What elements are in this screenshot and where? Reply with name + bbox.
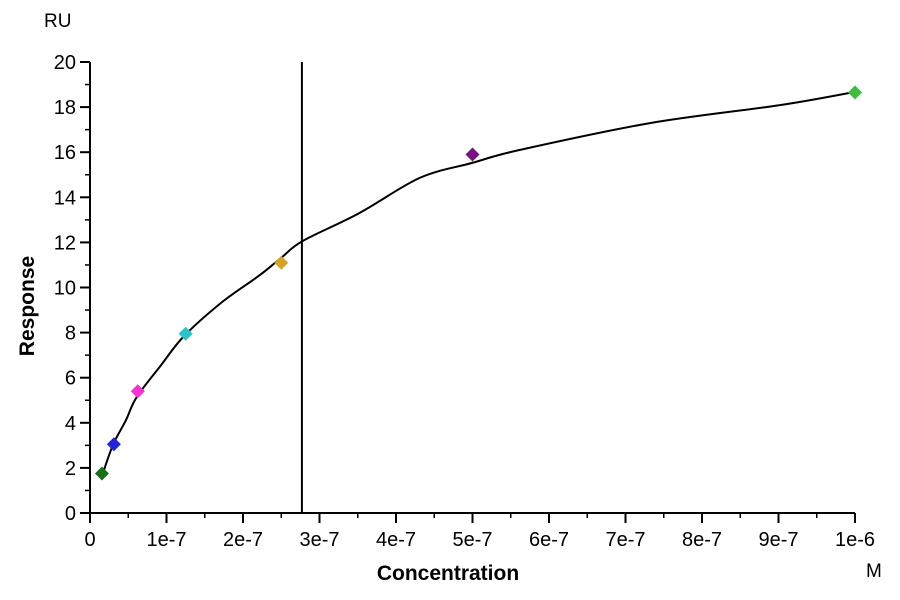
point-6.25e-8M-diamond-marker	[130, 384, 145, 399]
y-tick-label: 18	[54, 97, 76, 119]
x-tick-label: 5e-7	[452, 529, 492, 551]
y-tick-label: 4	[65, 413, 76, 435]
y-tick-label: 2	[65, 458, 76, 480]
point-1.25e-7M-diamond-marker	[178, 326, 193, 341]
x-tick-label: 6e-7	[529, 529, 569, 551]
x-tick-label: 9e-7	[758, 529, 798, 551]
x-tick-label: 1e-6	[835, 529, 875, 551]
x-tick-label: 3e-7	[299, 529, 339, 551]
x-tick-label: 7e-7	[605, 529, 645, 551]
x-tick-label: 2e-7	[223, 529, 263, 551]
point-2.5e-7M-diamond-marker	[274, 255, 289, 270]
y-tick-label: 6	[65, 368, 76, 390]
point-3.13e-8M-diamond-marker	[106, 437, 121, 452]
y-axis-unit-label: RU	[44, 11, 72, 32]
point-1e-6M-diamond-marker	[848, 85, 862, 100]
y-tick-label: 20	[54, 52, 76, 74]
x-tick-label: 4e-7	[376, 529, 416, 551]
x-tick-label: 0	[84, 529, 95, 551]
x-tick-label: 1e-7	[146, 529, 186, 551]
x-tick-label: 8e-7	[682, 529, 722, 551]
y-tick-label: 16	[54, 142, 76, 164]
fit-curve	[101, 91, 855, 477]
y-tick-label: 10	[54, 278, 76, 300]
x-axis-unit-label: M	[866, 561, 882, 582]
y-tick-label: 14	[54, 187, 76, 209]
point-5e-7M-diamond-marker	[465, 147, 480, 162]
y-tick-label: 12	[54, 232, 76, 254]
y-tick-label: 0	[65, 503, 76, 525]
point-1.56e-8M-diamond-marker	[94, 466, 109, 481]
y-tick-label: 8	[65, 323, 76, 345]
x-axis-title: Concentration	[376, 562, 520, 585]
